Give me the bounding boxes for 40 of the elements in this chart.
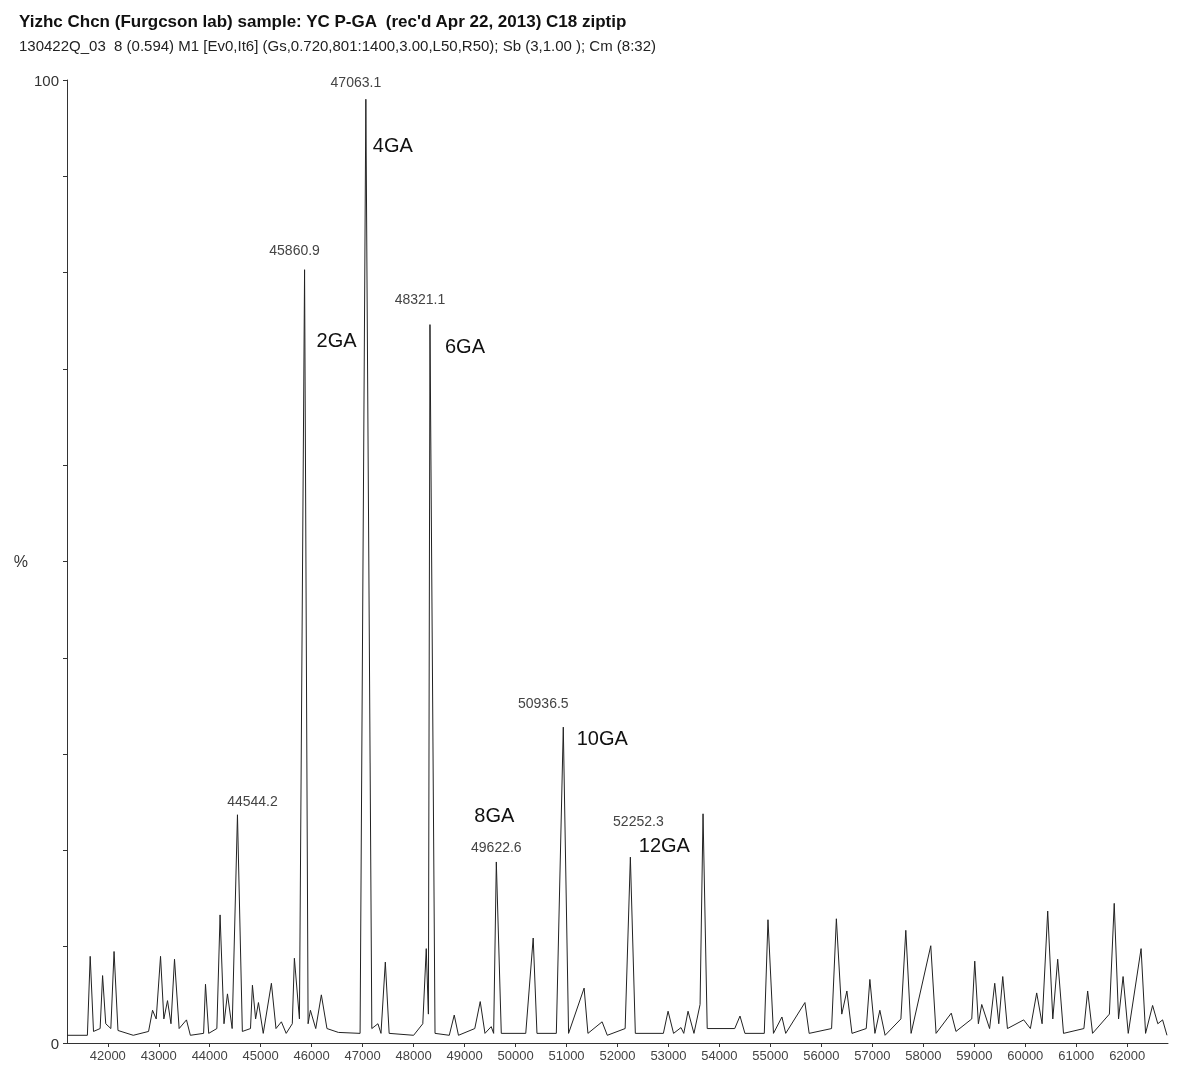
- x-tick-label: 56000: [803, 1048, 840, 1063]
- x-tick-label: 51000: [548, 1048, 585, 1063]
- chart-subtitle: 130422Q_03 8 (0.594) M1 [Ev0,It6] (Gs,0.720,801:1400,3.00,L50,R50); Sb (3,1.00 ); Cm (8:32): [19, 37, 657, 54]
- x-tick-label: 59000: [956, 1048, 993, 1063]
- x-tick-label: 52000: [599, 1048, 636, 1063]
- y-axis-title: %: [13, 553, 29, 570]
- x-tick-label: 44000: [191, 1048, 228, 1063]
- y-tick-label: 0: [50, 1034, 59, 1052]
- line-series: [66, 98, 1168, 1036]
- x-tick-label: 42000: [89, 1048, 126, 1063]
- annotation: 6GA: [444, 334, 486, 357]
- annotation: 10GA: [576, 727, 629, 750]
- annotation: 49622.6: [471, 838, 522, 855]
- x-tick-label: 45000: [242, 1048, 279, 1063]
- x-tick-label: 55000: [752, 1048, 789, 1063]
- y-tick-label: 100: [33, 71, 59, 89]
- x-tick-label: 58000: [905, 1048, 942, 1063]
- annotation: 4GA: [372, 134, 414, 157]
- annotation: 52252.3: [613, 813, 664, 830]
- x-tick-label: 62000: [1109, 1048, 1146, 1063]
- x-tick-label: 54000: [701, 1048, 738, 1063]
- x-tick-label: 53000: [650, 1048, 687, 1063]
- annotation: 45860.9: [269, 241, 321, 258]
- x-tick-label: 46000: [293, 1048, 330, 1063]
- x-tick-label: 50000: [497, 1048, 534, 1063]
- x-tick-label: 61000: [1058, 1048, 1095, 1063]
- annotation: 44544.2: [227, 792, 278, 809]
- x-tick-label: 43000: [140, 1048, 177, 1063]
- annotation: 47063.1: [330, 74, 382, 91]
- annotation: 8GA: [474, 803, 515, 826]
- x-tick-label: 57000: [854, 1048, 891, 1063]
- annotation: 12GA: [638, 834, 691, 857]
- x-tick-label: 48000: [395, 1048, 432, 1063]
- x-tick-label: 49000: [446, 1048, 483, 1063]
- x-tick-label: 60000: [1007, 1048, 1044, 1063]
- chart-title: Yizhc Chcn (Furgcson lab) sample: YC P-GA (rec'd Apr 22, 2013) C18 ziptip: [19, 12, 627, 31]
- x-tick-label: 47000: [344, 1048, 381, 1063]
- annotation: 2GA: [316, 328, 358, 351]
- annotation: 50936.5: [517, 695, 569, 712]
- annotation: 48321.1: [394, 290, 446, 307]
